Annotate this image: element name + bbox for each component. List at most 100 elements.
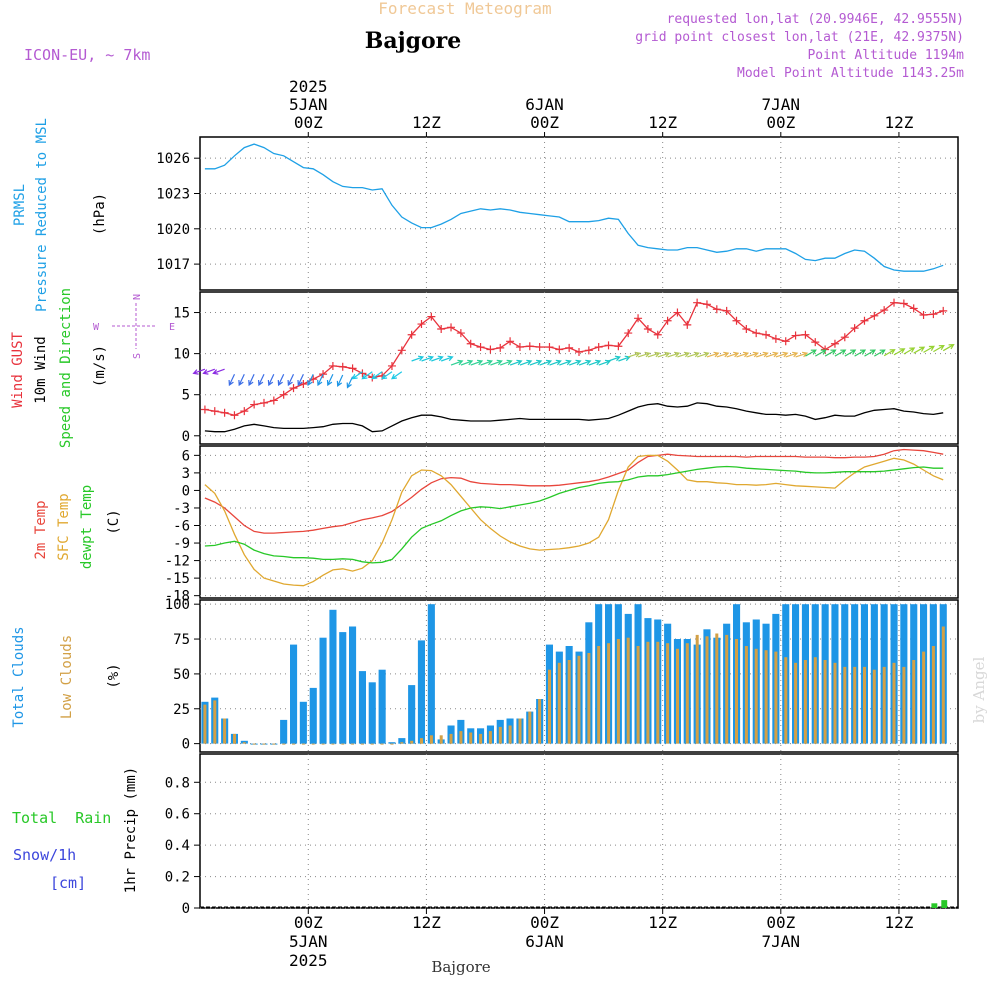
gust-point <box>338 362 347 371</box>
gust-point <box>732 316 741 325</box>
wind-arrow <box>499 359 513 366</box>
wind-arrow <box>202 368 216 375</box>
wind-arrow <box>657 351 671 358</box>
temperature-ytick-label: -6 <box>173 519 190 535</box>
total-clouds-bar <box>280 719 288 744</box>
low-clouds-bar <box>459 731 463 744</box>
wind-arrow <box>519 359 533 366</box>
wind-arrow <box>287 373 295 387</box>
low-clouds-bar <box>676 648 679 744</box>
gust-point <box>673 308 682 317</box>
wind-arrow <box>317 373 324 387</box>
total-clouds-bar <box>309 687 317 744</box>
low-clouds-bar <box>922 651 926 744</box>
panel-labels: PRMSL Pressure Reduced to MSL (hPa) Wind… <box>10 118 175 893</box>
panel-clouds: 0 25 50 75 100 <box>165 597 959 753</box>
pressure-unit: (hPa) <box>92 193 108 235</box>
compass-e: E <box>169 322 175 333</box>
wind-arrow <box>677 351 691 358</box>
wind-arrow <box>480 359 493 366</box>
wind-arrow <box>326 373 334 387</box>
gust-point <box>456 329 465 338</box>
low-clouds-bar <box>764 650 768 744</box>
wind-arrow <box>687 351 700 358</box>
wind-arrow <box>864 349 876 357</box>
low-clouds-bar <box>685 643 689 744</box>
gust-point <box>683 320 692 329</box>
gust-point <box>486 345 495 354</box>
wind-arrow <box>490 359 503 366</box>
wind-arrow <box>509 359 523 366</box>
low-clouds-bar <box>282 743 286 745</box>
gust-point <box>791 331 800 340</box>
low-clouds-bar <box>390 743 394 745</box>
clouds-ytick-label: 75 <box>173 632 190 648</box>
gust-point <box>663 316 672 325</box>
low-clouds-bar <box>301 743 305 745</box>
low-clouds-bar <box>735 639 738 744</box>
gust-point <box>328 361 337 370</box>
gust-point <box>909 304 918 313</box>
low-clouds-bar <box>912 660 916 744</box>
low-clouds-bar <box>213 700 217 744</box>
gust-point <box>230 411 239 420</box>
total-clouds-bar <box>417 640 425 744</box>
low-clouds-bar <box>292 743 295 745</box>
low-clouds-bar <box>823 660 827 744</box>
gust-point <box>899 299 908 308</box>
gust-point <box>604 341 613 350</box>
wind-arrow <box>192 368 206 375</box>
gust-point <box>801 330 810 339</box>
requested-lonlat: requested lon,lat (20.9946E, 42.9555N) <box>667 12 964 27</box>
top-axis-label: 12Z <box>412 113 441 132</box>
wind-arrow <box>785 351 799 358</box>
wind-arrow <box>756 351 769 358</box>
low-clouds-bar <box>469 732 473 744</box>
sfc-label: SFC Temp <box>56 493 72 560</box>
wind-arrow <box>351 371 363 380</box>
wind-arrow <box>431 355 444 362</box>
precip-unit: 1hr Precip (mm) <box>123 767 139 893</box>
prmsl-long-label: Pressure Reduced to MSL <box>34 118 50 312</box>
wind-arrow <box>765 351 779 358</box>
bottom-axis-label: 2025 <box>289 951 328 970</box>
wind-arrows <box>192 344 955 389</box>
product-title: Forecast Meteogram <box>378 0 551 18</box>
low-clouds-bar <box>233 733 236 744</box>
wind-arrow <box>381 371 393 380</box>
wind-arrow <box>529 359 543 366</box>
pressure-ytick-label: 1020 <box>156 222 190 238</box>
temperature-ytick-label: -15 <box>165 571 190 587</box>
wind-arrow <box>371 371 383 380</box>
wind-arrow <box>706 351 720 358</box>
gust-point <box>624 329 633 338</box>
rain-bar <box>941 900 948 908</box>
bottom-axis-label: 5JAN <box>289 932 328 951</box>
gust-point <box>417 320 426 329</box>
gust-point <box>476 343 485 352</box>
low-clouds-bar <box>538 699 542 744</box>
wind-arrow <box>470 359 484 366</box>
total-clouds-bar <box>329 609 337 744</box>
gust-point <box>781 337 790 346</box>
gust-point <box>299 380 308 389</box>
temperature-series-2m-temp <box>204 448 944 534</box>
low-clouds-bar <box>518 718 522 744</box>
rain-bar <box>931 903 938 908</box>
wind-arrow <box>824 349 837 357</box>
low-clouds-bar <box>784 657 788 744</box>
total-clouds-bar <box>408 685 416 744</box>
low-clouds-bar <box>410 740 414 744</box>
wind-arrow <box>696 351 710 358</box>
gust-point <box>712 305 721 314</box>
low-clouds-bar <box>262 743 266 745</box>
pressure-frame <box>199 136 959 291</box>
gust-point <box>348 364 357 373</box>
wind-arrow <box>450 359 464 366</box>
wind-arrow <box>539 359 553 366</box>
grid-point-lonlat: grid point closest lon,lat (21E, 42.9375… <box>635 30 964 45</box>
wind-arrow <box>258 373 265 387</box>
gust-point <box>210 407 219 416</box>
wind-arrow <box>212 368 225 375</box>
